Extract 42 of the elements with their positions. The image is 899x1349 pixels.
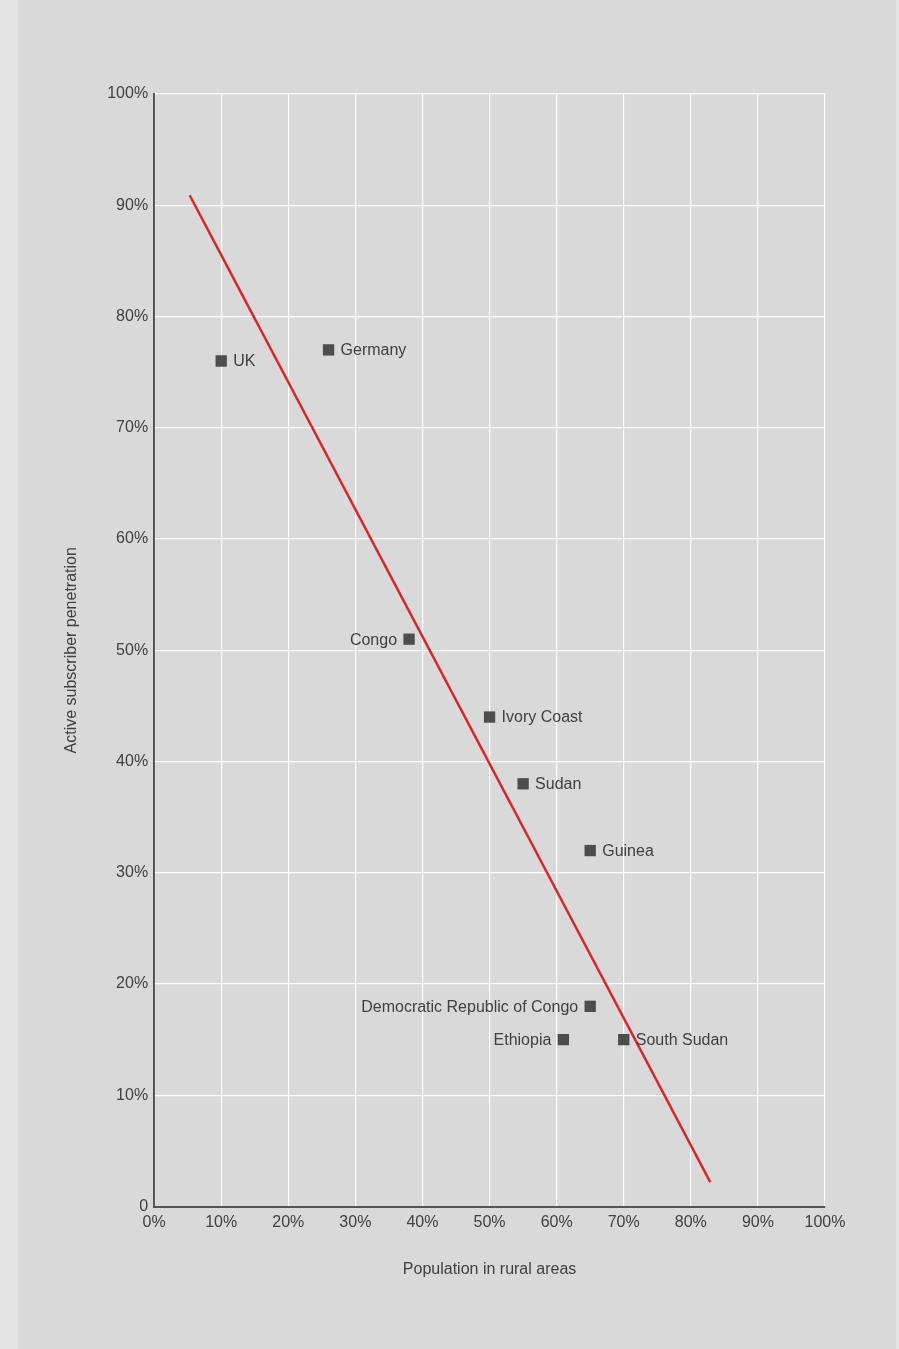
x-tick-label: 0% — [142, 1212, 166, 1230]
y-tick-label: 10% — [116, 1085, 149, 1103]
series-label: South Sudan — [635, 1031, 729, 1049]
x-tick-label: 40% — [406, 1212, 439, 1230]
y-tick-label: 20% — [116, 974, 149, 992]
point — [584, 844, 596, 857]
x-tick-label: 80% — [674, 1212, 707, 1230]
x-tick-label: 30% — [339, 1212, 372, 1230]
x-tick-label: 50% — [473, 1212, 506, 1230]
point — [584, 1000, 596, 1012]
point — [215, 355, 227, 367]
y-tick-label: 90% — [116, 195, 149, 213]
series-label: Congo — [349, 630, 398, 648]
series-label: Sudan — [535, 775, 582, 793]
series-label: UK — [233, 352, 256, 370]
point — [557, 1034, 570, 1046]
series-label: Guinea — [602, 841, 654, 859]
y-tick-label: 30% — [116, 863, 149, 881]
y-tick-label: 60% — [116, 529, 149, 547]
series-label: Germany — [340, 341, 407, 359]
y-tick-label: 70% — [116, 418, 149, 436]
x-tick-label: 60% — [540, 1212, 573, 1230]
y-tick-label: 100% — [107, 84, 149, 102]
x-tick-label: 10% — [205, 1212, 238, 1230]
y-tick-label: 80% — [116, 306, 149, 324]
point — [618, 1034, 630, 1046]
point — [322, 344, 335, 356]
series-label: Ivory Coast — [501, 708, 584, 726]
point — [483, 711, 496, 723]
x-tick-label: 100% — [804, 1212, 846, 1230]
series-label: Ethiopia — [493, 1031, 552, 1049]
y-axis-title: Active subscriber penetration — [62, 547, 80, 754]
y-tick-label: 50% — [116, 640, 149, 658]
x-tick-label: 20% — [272, 1212, 305, 1230]
series-label: Democratic Republic of Congo — [361, 997, 579, 1015]
y-tick-label: 40% — [116, 751, 149, 769]
point — [403, 633, 415, 645]
x-axis-title: Population in rural areas — [402, 1259, 577, 1277]
x-tick-label: 90% — [741, 1212, 774, 1230]
x-tick-label: 70% — [607, 1212, 640, 1230]
y-tick-label: 0 — [139, 1197, 149, 1215]
point — [517, 778, 529, 790]
